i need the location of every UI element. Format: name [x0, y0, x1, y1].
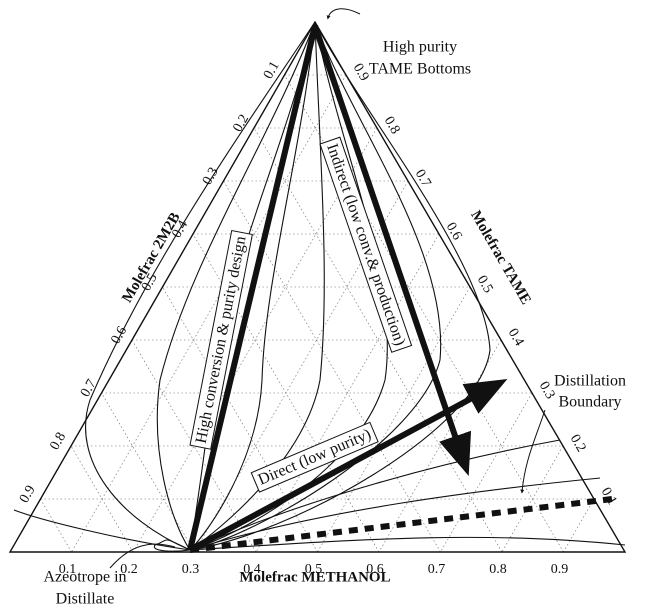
- annotation: TAME Bottoms: [369, 61, 471, 78]
- grid-line: [440, 392, 533, 553]
- grid-line: [378, 339, 502, 553]
- grid-line: [131, 339, 257, 553]
- tick-label: 0.1: [598, 485, 620, 508]
- grid-line: [132, 127, 378, 553]
- label-box: [189, 229, 253, 450]
- tick-label: 0.7: [78, 377, 100, 400]
- tick-label: 0.7: [428, 562, 446, 577]
- tick-label: 0.2: [567, 432, 589, 455]
- grid-line: [101, 392, 195, 553]
- grid-line: [253, 127, 503, 553]
- grid-line: [501, 445, 564, 553]
- tick-label: 0.2: [120, 562, 138, 577]
- tick-label: 0.7: [412, 167, 434, 190]
- triangle: [8, 20, 627, 553]
- tick-label: 0.2: [231, 112, 253, 135]
- tick-label: 0.4: [243, 562, 261, 577]
- label-box: [250, 421, 379, 493]
- tick-label: 0.6: [109, 324, 131, 347]
- grid-line: [162, 286, 318, 553]
- tick-label: 0.3: [200, 165, 222, 188]
- axis-label: Molefrac TAME: [467, 208, 534, 308]
- annotation: Azeotrope in: [43, 569, 126, 586]
- grid-line: [317, 286, 471, 553]
- annotation: Boundary: [558, 394, 621, 411]
- tick-label: 0.3: [182, 562, 200, 577]
- tick-label: 0.9: [551, 562, 569, 577]
- tick-label: 0.6: [366, 562, 384, 577]
- tick-label: 0.6: [443, 220, 465, 243]
- annotation: Distillate: [56, 591, 115, 608]
- tick-label: 0.1: [59, 562, 77, 577]
- tick-label: 0.4: [505, 326, 527, 349]
- tick-label: 0.9: [17, 483, 39, 506]
- grid-line: [255, 233, 440, 553]
- annotation: Distillation: [554, 373, 626, 390]
- residue-curves: [13, 21, 626, 552]
- tick-label: 0.8: [48, 430, 70, 453]
- tick-label: 0.5: [474, 273, 496, 296]
- design-arrows: [109, 8, 613, 569]
- axis-label: Molefrac METHANOL: [239, 569, 390, 585]
- label-box: [319, 136, 413, 353]
- boxed-labels: Indirect (low conv.& production)High con…: [189, 136, 413, 493]
- grid-line: [563, 498, 595, 553]
- annotation: High purity: [383, 39, 457, 56]
- tick-label: 0.5: [305, 562, 323, 577]
- tick-label: 0.8: [489, 562, 507, 577]
- tick-label: 0.1: [261, 59, 283, 82]
